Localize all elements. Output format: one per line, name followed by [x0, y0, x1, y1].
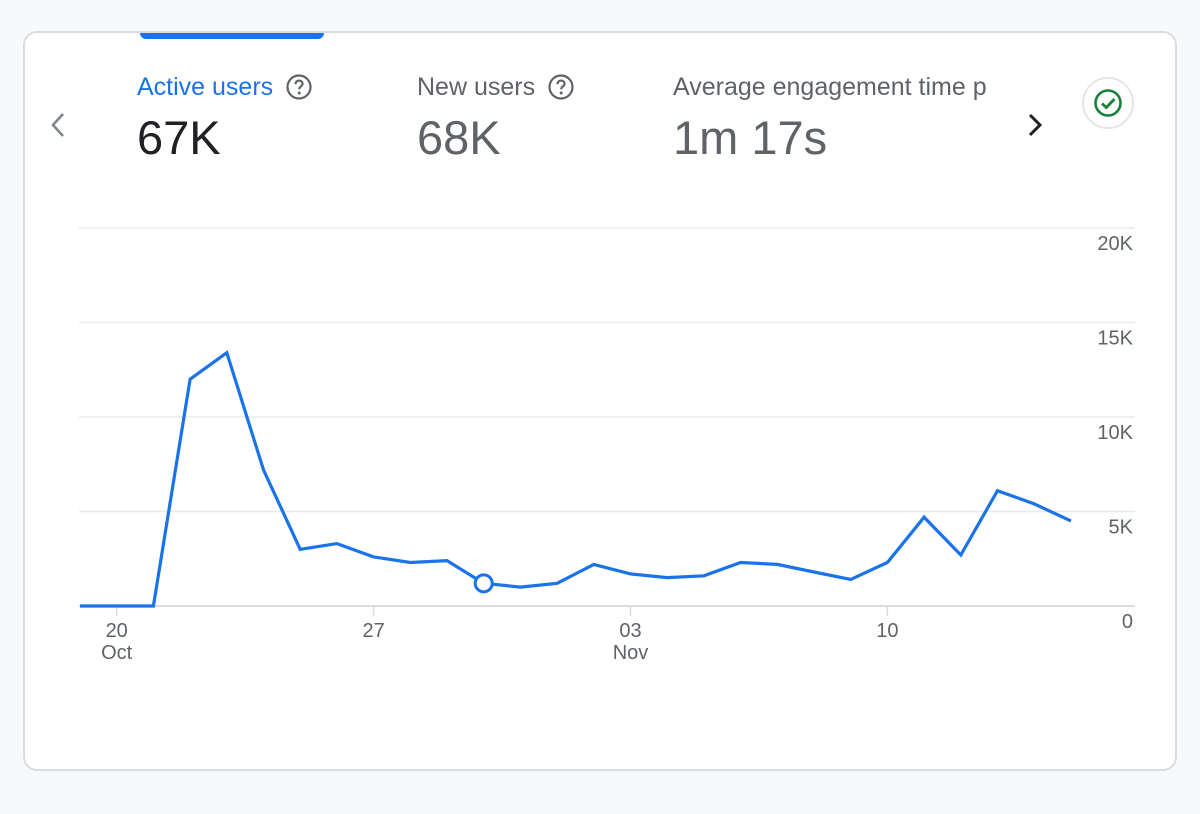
- x-tick-label: 03: [619, 620, 641, 642]
- data-point: [629, 572, 633, 576]
- data-point: [885, 561, 889, 565]
- metric-value: 1m 17s: [673, 111, 828, 164]
- metric-label: New users: [417, 73, 536, 101]
- data-point: [115, 604, 119, 608]
- data-point: [702, 574, 706, 578]
- data-point: [812, 570, 816, 574]
- metric-tab-average-engagement-time[interactable]: Average engagement time p 1m 17s: [673, 69, 1003, 166]
- help-icon[interactable]: [285, 73, 313, 101]
- metric-label: Average engagement time p: [673, 73, 987, 101]
- chevron-right-icon: [1028, 113, 1043, 137]
- x-tick-month-label: Nov: [613, 642, 649, 664]
- metric-label: Active users: [137, 73, 274, 101]
- x-tick-label: 10: [876, 620, 898, 642]
- data-point: [555, 581, 559, 585]
- next-metric-button[interactable]: [1015, 103, 1055, 147]
- x-tick-month-label: Oct: [101, 642, 133, 664]
- data-point: [445, 559, 449, 563]
- data-point: [408, 561, 412, 565]
- data-point: [78, 604, 82, 608]
- data-point: [849, 578, 853, 582]
- y-tick-label: 0: [1122, 611, 1133, 633]
- chevron-left-icon: [51, 113, 64, 137]
- y-tick-label: 15K: [1097, 328, 1133, 350]
- data-point: [335, 542, 339, 546]
- data-point: [262, 468, 266, 472]
- data-point: [996, 489, 1000, 493]
- data-point: [1032, 502, 1036, 506]
- data-point: [372, 555, 376, 559]
- metric-value: 68K: [417, 111, 501, 164]
- metric-tab-new-users[interactable]: New users 68K: [417, 69, 575, 166]
- y-tick-label: 20K: [1097, 233, 1133, 255]
- y-tick-label: 10K: [1097, 422, 1133, 444]
- metric-tab-active-users[interactable]: Active users 67K: [137, 69, 313, 166]
- y-tick-label: 5K: [1109, 517, 1134, 539]
- metric-value: 67K: [137, 111, 221, 164]
- data-point: [1069, 519, 1073, 523]
- data-point: [298, 547, 302, 551]
- series-line-active-users: [80, 350, 1072, 608]
- data-point: [518, 585, 522, 589]
- check-circle-icon: [1094, 89, 1122, 117]
- data-point: [739, 561, 743, 565]
- data-point: [922, 515, 926, 519]
- data-point: [225, 351, 229, 355]
- help-icon[interactable]: [547, 73, 575, 101]
- data-point: [665, 576, 669, 580]
- selected-tab-indicator: [140, 33, 324, 39]
- highlight-point-marker: [473, 573, 494, 594]
- x-tick-label: 27: [362, 620, 384, 642]
- active-users-card: Active users 67K New users 68K Average e…: [23, 31, 1177, 771]
- status-check-button[interactable]: [1082, 77, 1134, 129]
- previous-metric-button[interactable]: [39, 103, 79, 147]
- data-point: [592, 562, 596, 566]
- data-point: [775, 562, 779, 566]
- x-tick-label: 20: [106, 620, 128, 642]
- data-point: [151, 604, 155, 608]
- data-point: [188, 377, 192, 381]
- data-point: [959, 553, 963, 557]
